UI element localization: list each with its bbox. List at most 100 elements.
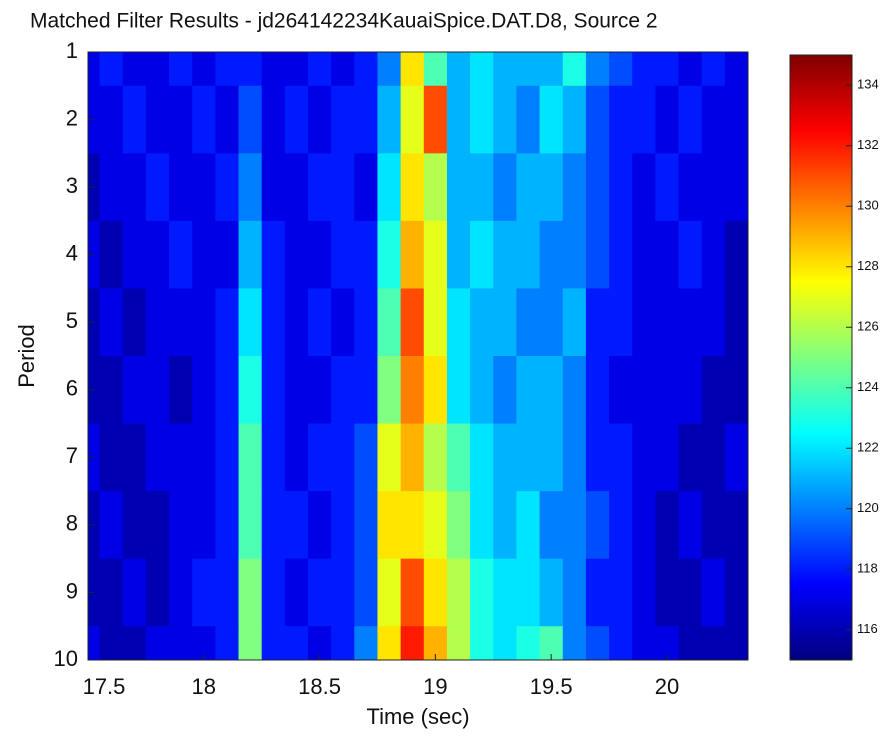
heatmap-cell (377, 85, 402, 154)
heatmap-cell (701, 626, 726, 660)
heatmap-cell (423, 85, 448, 154)
heatmap-cell (261, 558, 286, 627)
heatmap-cell (169, 85, 193, 154)
colorbar (789, 54, 853, 661)
y-tick-label: 5 (66, 308, 78, 333)
x-tick-label: 19 (423, 674, 447, 699)
heatmap-cell (632, 491, 656, 560)
heatmap-cell (331, 153, 355, 222)
heatmap-cell (88, 52, 101, 87)
colorbar-tick-label: 134 (857, 77, 879, 92)
heatmap-cell (331, 558, 355, 627)
heatmap-cell (88, 423, 101, 492)
heatmap-cell (562, 423, 587, 492)
heatmap-cell (724, 220, 748, 289)
heatmap-cell (632, 626, 656, 660)
heatmap-cell (562, 288, 587, 357)
heatmap-cell (493, 356, 517, 425)
heatmap-cell (308, 52, 332, 87)
heatmap-cell (516, 85, 541, 154)
heatmap-cell (701, 423, 726, 492)
heatmap (88, 52, 748, 660)
heatmap-cell (192, 423, 216, 492)
heatmap-cell (192, 153, 216, 222)
colorbar-tick-label: 132 (857, 137, 879, 152)
colorbar-tick-label: 122 (857, 440, 879, 455)
heatmap-cell (678, 220, 703, 289)
colorbar-tick-label: 124 (857, 379, 879, 394)
heatmap-cell (655, 85, 680, 154)
heatmap-cell (354, 288, 378, 357)
heatmap-cell (215, 288, 240, 357)
heatmap-cell (377, 153, 402, 222)
heatmap-cell (215, 52, 240, 87)
heatmap-cell (585, 423, 610, 492)
heatmap-cell (493, 558, 517, 627)
heatmap-cell (145, 220, 170, 289)
x-tick-label: 17.5 (83, 674, 126, 699)
heatmap-cell (701, 153, 726, 222)
heatmap-cell (354, 626, 378, 660)
y-tick-label: 8 (66, 511, 78, 536)
heatmap-cell (470, 288, 494, 357)
heatmap-cell (678, 85, 703, 154)
heatmap-cell (655, 52, 680, 87)
heatmap-cell (99, 85, 124, 154)
heatmap-cell (88, 558, 101, 627)
heatmap-cell (192, 52, 216, 87)
heatmap-cell (724, 153, 748, 222)
heatmap-cell (609, 626, 633, 660)
heatmap-cell (354, 220, 378, 289)
heatmap-cell (724, 491, 748, 560)
heatmap-cell (585, 153, 610, 222)
heatmap-cell (145, 626, 170, 660)
heatmap-cell (701, 52, 726, 87)
heatmap-cell (446, 423, 471, 492)
heatmap-cell (655, 153, 680, 222)
heatmap-cell (284, 491, 309, 560)
heatmap-cell (88, 85, 101, 154)
heatmap-cell (493, 153, 517, 222)
heatmap-cell (470, 423, 494, 492)
heatmap-cell (516, 491, 541, 560)
heatmap-cell (354, 558, 378, 627)
heatmap-cell (88, 356, 101, 425)
heatmap-cell (493, 220, 517, 289)
heatmap-cell (99, 423, 124, 492)
heatmap-cell (145, 423, 170, 492)
heatmap-cell (238, 85, 263, 154)
heatmap-cell (215, 85, 240, 154)
heatmap-cell (585, 558, 610, 627)
heatmap-cell (145, 52, 170, 87)
heatmap-cell (261, 423, 286, 492)
heatmap-cell (446, 85, 471, 154)
heatmap-cell (377, 356, 402, 425)
y-tick-label: 1 (66, 38, 78, 63)
colorbar-tick-label: 120 (857, 500, 879, 515)
heatmap-cell (585, 220, 610, 289)
heatmap-cell (308, 558, 332, 627)
heatmap-cell (724, 52, 748, 87)
heatmap-cell (516, 52, 541, 87)
heatmap-cell (215, 220, 240, 289)
heatmap-cell (562, 626, 587, 660)
heatmap-cell (724, 626, 748, 660)
heatmap-cell (562, 52, 587, 87)
heatmap-cell (446, 491, 471, 560)
heatmap-cell (539, 626, 564, 660)
heatmap-cell (145, 153, 170, 222)
heatmap-cell (470, 491, 494, 560)
heatmap-cell (400, 85, 425, 154)
heatmap-cell (308, 491, 332, 560)
heatmap-cell (238, 288, 263, 357)
heatmap-cell (99, 52, 124, 87)
heatmap-cell (423, 356, 448, 425)
heatmap-cell (470, 356, 494, 425)
heatmap-cell (423, 153, 448, 222)
heatmap-cell (655, 423, 680, 492)
heatmap-cell (284, 558, 309, 627)
heatmap-cell (609, 52, 633, 87)
heatmap-cell (539, 356, 564, 425)
heatmap-cell (145, 356, 170, 425)
